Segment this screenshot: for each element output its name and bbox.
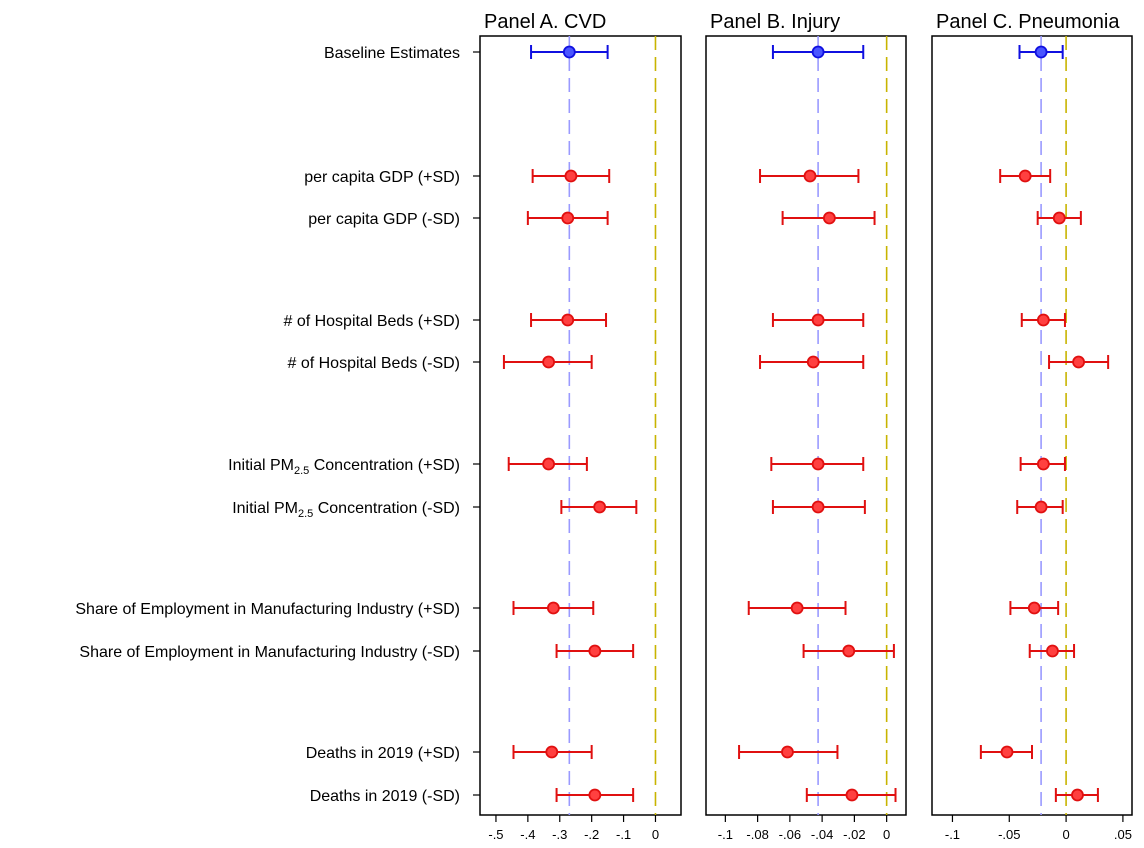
point-estimate (781, 745, 794, 759)
panel-a: Panel A. CVD -.5 -.4 -.3 -.2 -.1 0 (479, 11, 682, 842)
x-tick-label: .05 (1114, 827, 1132, 842)
point-estimate (593, 500, 607, 514)
point-estimate (806, 355, 820, 369)
panel-title: Panel C. Pneumonia (936, 11, 1120, 33)
row-label: Share of Employment in Manufacturing Ind… (79, 644, 460, 661)
point-estimate (842, 644, 856, 658)
row-label: Baseline Estimates (324, 45, 460, 62)
panel-frame (931, 35, 1133, 816)
point-estimate (803, 169, 817, 183)
row-label: per capita GDP (-SD) (308, 211, 460, 228)
panel-title: Panel B. Injury (710, 11, 840, 33)
x-tick-label: -.3 (552, 827, 567, 842)
point-estimate (588, 644, 602, 658)
point-estimate (1034, 500, 1048, 514)
point-estimate (561, 211, 575, 225)
x-tick-label: -.06 (779, 827, 801, 842)
row-label: Deaths in 2019 (+SD) (306, 745, 460, 762)
point-estimate (811, 500, 825, 514)
point-estimate (811, 45, 825, 59)
x-tick-label: -.08 (746, 827, 768, 842)
point-estimate (561, 313, 575, 327)
point-estimate (1018, 169, 1032, 183)
x-tick-label: -.04 (811, 827, 833, 842)
x-tick-label: -.1 (945, 827, 960, 842)
x-tick-label: 0 (652, 827, 659, 842)
point-estimate (822, 211, 836, 225)
point-estimate (1071, 788, 1084, 802)
point-estimate (1046, 644, 1059, 658)
row-label: Initial PM2.5 Concentration (-SD) (232, 500, 460, 520)
row-label: Initial PM2.5 Concentration (+SD) (228, 457, 460, 477)
panel-b: Panel B. Injury -.1 -.08 -.06 -.04 -.02 0 (705, 11, 907, 842)
point-estimate (1034, 45, 1048, 59)
x-tick-label: -.2 (584, 827, 599, 842)
point-estimate (542, 355, 555, 369)
x-tick-label: -.1 (616, 827, 631, 842)
row-label: # of Hospital Beds (-SD) (287, 355, 460, 372)
x-tick-label: -.4 (520, 827, 535, 842)
panel-frame (705, 35, 907, 816)
point-estimate (845, 788, 859, 802)
point-estimate (562, 45, 576, 59)
row-label: Share of Employment in Manufacturing Ind… (75, 601, 460, 618)
point-estimate (542, 457, 555, 471)
point-estimate (588, 788, 602, 802)
point-estimate (1000, 745, 1014, 759)
x-tick-label: -.02 (843, 827, 865, 842)
row-label: per capita GDP (+SD) (304, 169, 460, 186)
panel-title: Panel A. CVD (484, 11, 606, 33)
x-tick-label: 0 (883, 827, 890, 842)
point-estimate (1027, 601, 1041, 615)
panel-c: Panel C. Pneumonia -.1 -.05 0 .05 (931, 11, 1133, 842)
point-estimate (546, 601, 560, 615)
x-tick-label: -.1 (718, 827, 733, 842)
point-estimate (1072, 355, 1085, 369)
x-tick-label: -.5 (488, 827, 503, 842)
x-tick-label: 0 (1062, 827, 1069, 842)
point-estimate (1036, 457, 1050, 471)
row-label: Deaths in 2019 (-SD) (310, 788, 460, 805)
point-estimate (564, 169, 578, 183)
point-estimate (790, 601, 804, 615)
row-label: # of Hospital Beds (+SD) (283, 313, 460, 330)
panel-frame (479, 35, 682, 816)
point-estimate (545, 745, 559, 759)
point-estimate (1052, 211, 1066, 225)
point-estimate (811, 313, 825, 327)
point-estimate (811, 457, 825, 471)
x-tick-label: -.05 (998, 827, 1020, 842)
point-estimate (1036, 313, 1050, 327)
